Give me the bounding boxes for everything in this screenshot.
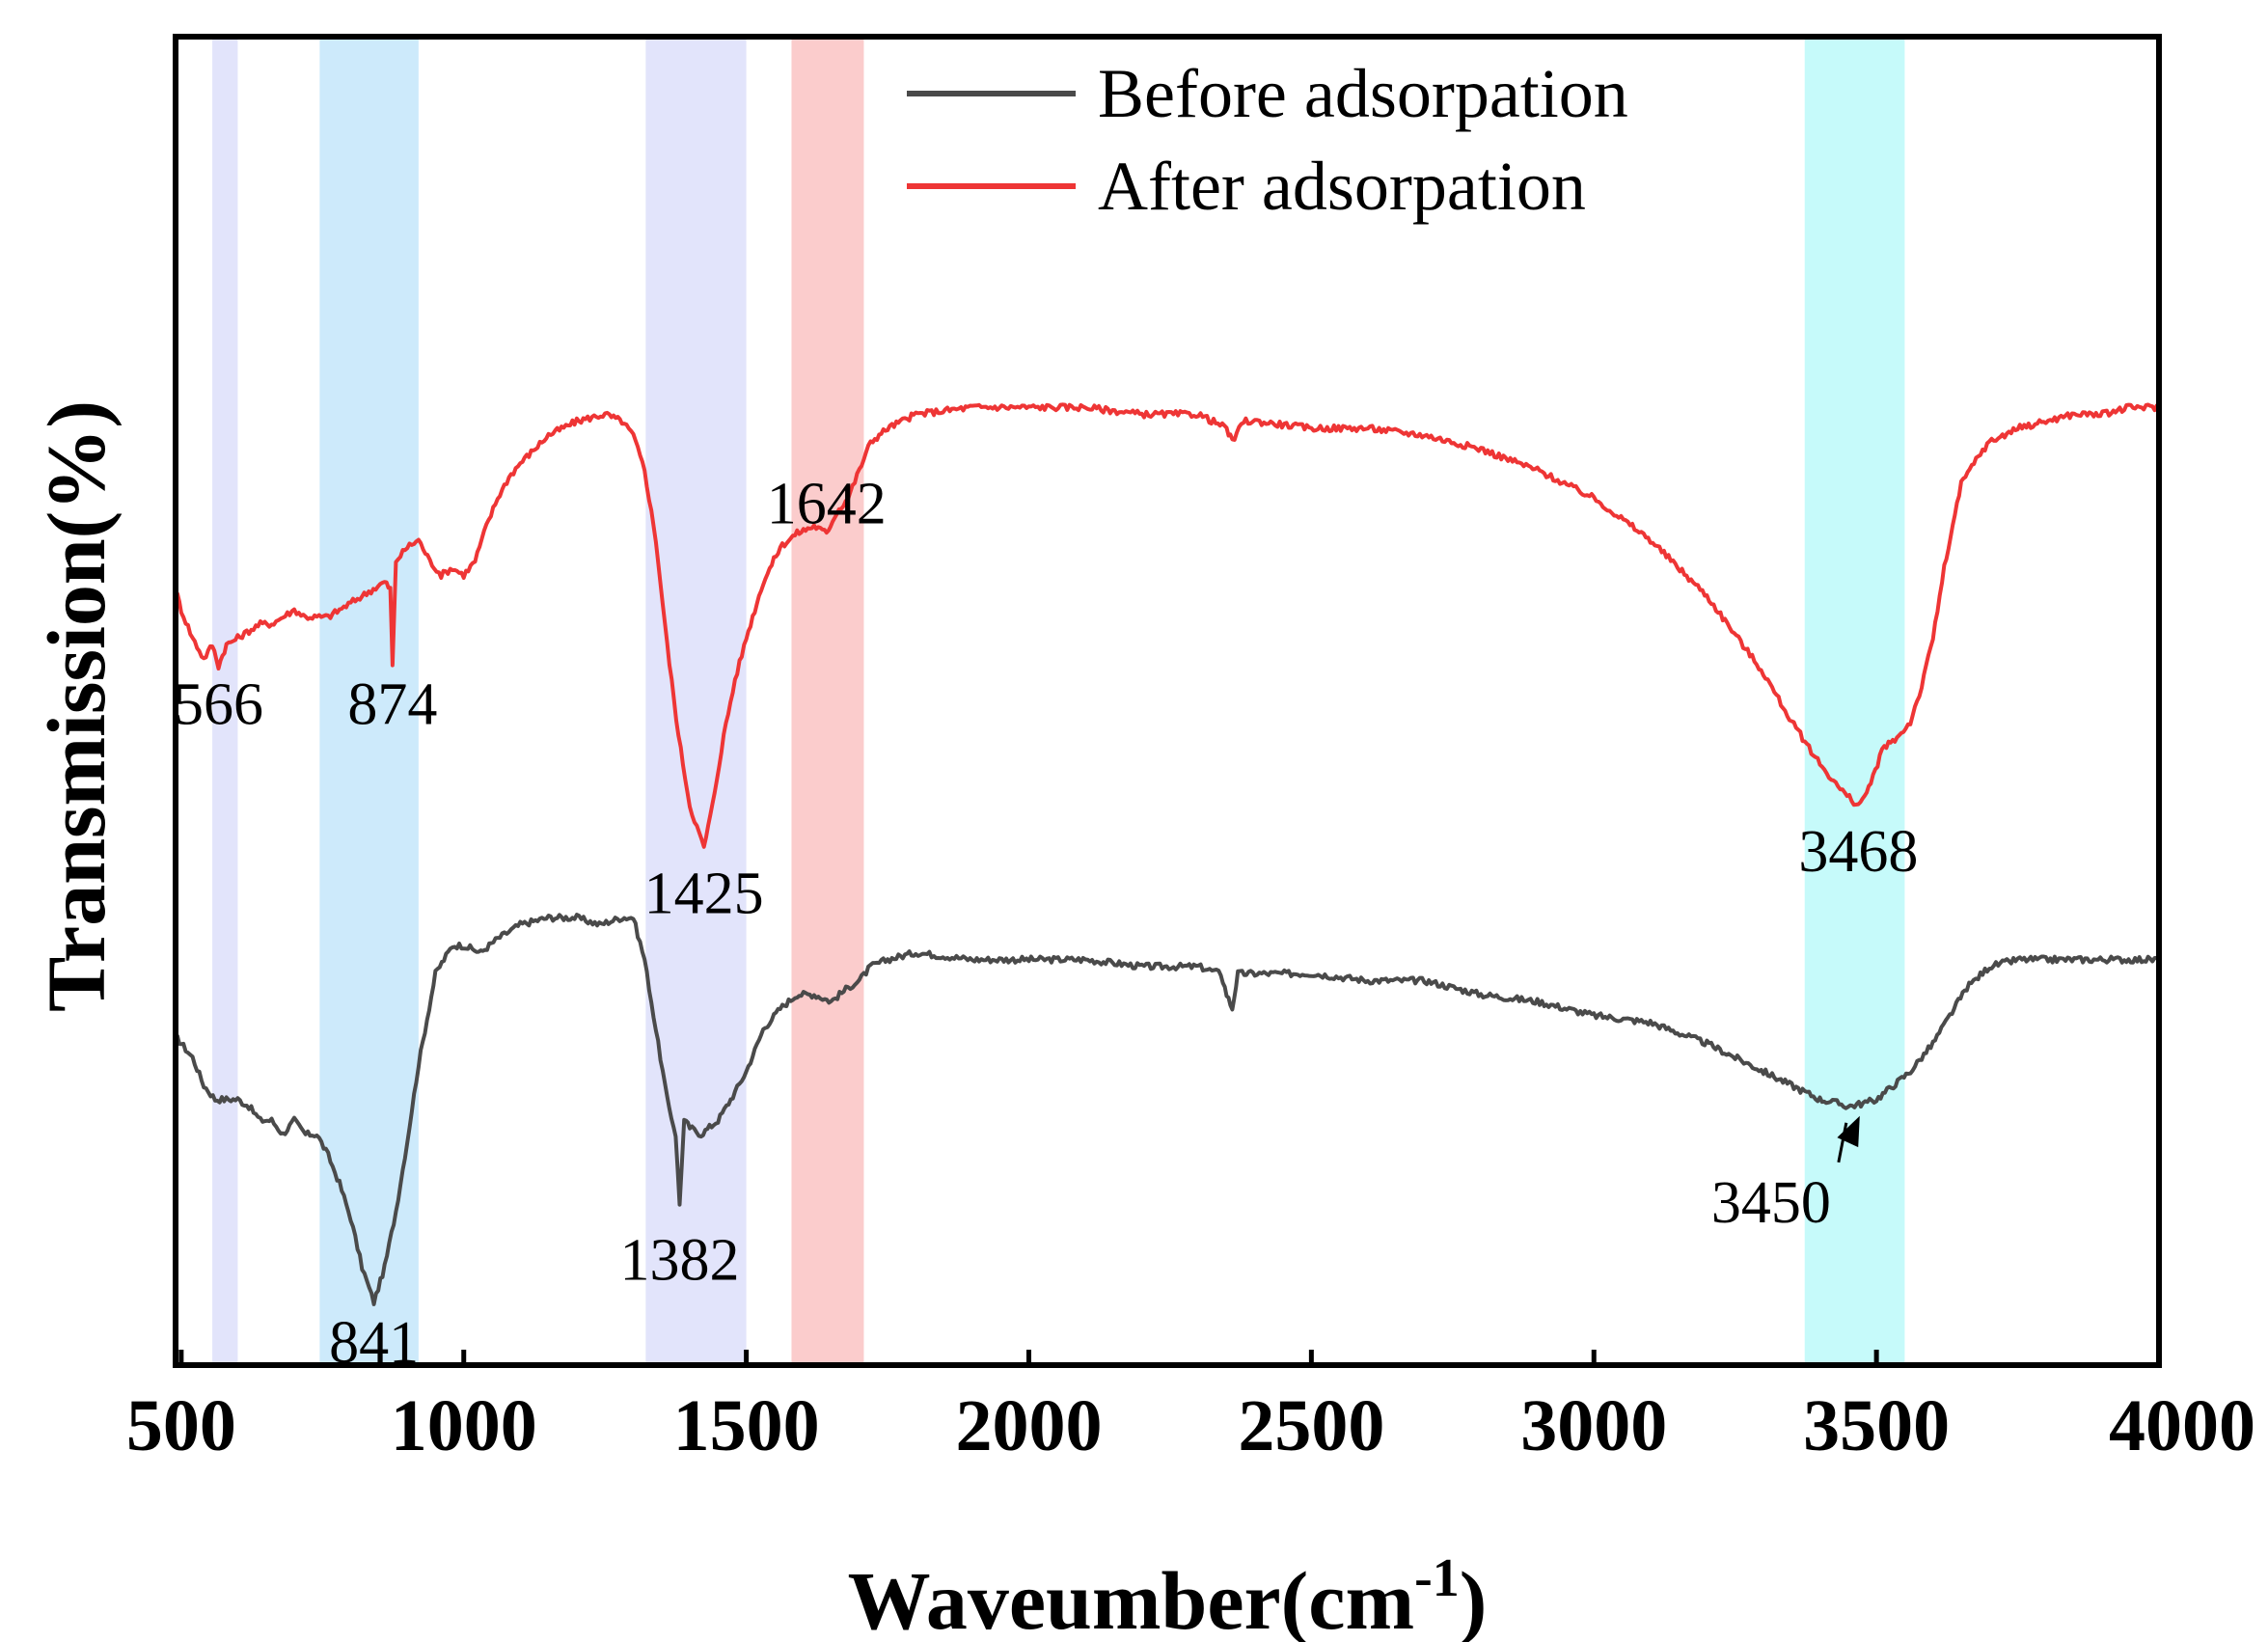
x-tick-label-1500: 1500 [673,1385,820,1466]
plot-frame [173,34,2162,1368]
x-tick-label-3500: 3500 [1803,1385,1950,1466]
highlight-band-5 [1804,37,1905,1365]
highlight-bands [212,37,1905,1365]
x-tick-label-2500: 2500 [1238,1385,1384,1466]
peak-label-3468: 3468 [1798,819,1918,885]
x-tick-label-3000: 3000 [1520,1385,1667,1466]
series-layer [174,402,2161,1306]
series-line-after-adsorpation [174,402,2161,849]
legend-label-after: After adsorpation [1098,148,1586,225]
peak-label-566: 566 [174,671,263,737]
peak-label-3450: 3450 [1711,1170,1831,1236]
peak-label-874: 874 [347,671,437,737]
highlight-band-1 [212,37,238,1365]
highlight-band-2 [319,37,419,1365]
peak-label-1382: 1382 [619,1227,739,1293]
peak-label-1425: 1425 [644,862,764,927]
x-tick-label-1000: 1000 [391,1385,537,1466]
x-tick-label-4000: 4000 [2109,1385,2255,1466]
x-tick-label-500: 500 [126,1385,236,1466]
highlight-band-4 [791,37,864,1365]
legend: Before adsorpation After adsorpation [907,55,1628,225]
x-axis-ticks: 500 1000 1500 2000 2500 3000 3500 4000 [126,1350,2255,1466]
peak-arrow-3450 [1837,1122,1848,1163]
x-axis-title: Waveumber(cm-1) [848,1548,1488,1642]
peak-label-1642: 1642 [767,472,887,537]
peak-arrowhead-3450 [1837,1115,1860,1148]
y-axis-title: Transmission(%) [30,400,123,1012]
series-line-before-adsorpation [174,913,2161,1306]
x-tick-label-2000: 2000 [955,1385,1102,1466]
legend-label-before: Before adsorpation [1098,55,1628,132]
